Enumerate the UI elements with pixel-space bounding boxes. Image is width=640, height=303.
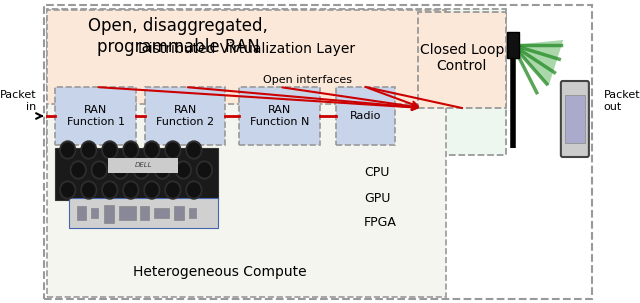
Circle shape bbox=[198, 163, 211, 177]
Circle shape bbox=[81, 181, 97, 199]
Circle shape bbox=[146, 183, 158, 197]
Circle shape bbox=[83, 183, 95, 197]
Bar bbox=[336, 87, 396, 145]
Circle shape bbox=[81, 141, 97, 159]
Text: Open, disaggregated,
programmable RAN: Open, disaggregated, programmable RAN bbox=[88, 17, 268, 56]
Text: GPU: GPU bbox=[364, 191, 390, 205]
Bar bbox=[154, 208, 170, 218]
Bar bbox=[104, 205, 114, 223]
Text: Radio: Radio bbox=[350, 111, 381, 121]
Bar bbox=[47, 104, 446, 297]
Bar bbox=[506, 32, 519, 58]
Circle shape bbox=[93, 163, 106, 177]
Bar bbox=[56, 148, 218, 200]
Text: RAN
Function 1: RAN Function 1 bbox=[67, 105, 125, 127]
Circle shape bbox=[188, 183, 200, 197]
Circle shape bbox=[156, 163, 168, 177]
Text: Packet
out: Packet out bbox=[604, 90, 640, 112]
Circle shape bbox=[102, 181, 118, 199]
Bar bbox=[47, 10, 446, 108]
Circle shape bbox=[165, 181, 180, 199]
Circle shape bbox=[186, 181, 202, 199]
Bar bbox=[140, 206, 149, 220]
Circle shape bbox=[125, 143, 137, 157]
Circle shape bbox=[102, 141, 118, 159]
Circle shape bbox=[92, 161, 107, 179]
Circle shape bbox=[83, 143, 95, 157]
Text: DELL: DELL bbox=[134, 162, 152, 168]
Text: Closed Loop
Control: Closed Loop Control bbox=[420, 43, 504, 73]
Bar bbox=[68, 198, 218, 228]
Circle shape bbox=[123, 141, 139, 159]
Bar bbox=[418, 12, 506, 108]
Text: RAN
Function 2: RAN Function 2 bbox=[156, 105, 214, 127]
Circle shape bbox=[61, 183, 74, 197]
FancyBboxPatch shape bbox=[561, 81, 589, 157]
Text: RAN
Function N: RAN Function N bbox=[250, 105, 309, 127]
Text: Packet
in: Packet in bbox=[0, 90, 36, 112]
Bar bbox=[118, 206, 136, 220]
Circle shape bbox=[72, 163, 84, 177]
Circle shape bbox=[188, 143, 200, 157]
Circle shape bbox=[186, 141, 202, 159]
Circle shape bbox=[196, 161, 212, 179]
Bar bbox=[47, 9, 506, 155]
Bar bbox=[189, 208, 196, 218]
Text: Heterogeneous Compute: Heterogeneous Compute bbox=[133, 265, 307, 279]
Text: FPGA: FPGA bbox=[364, 217, 397, 229]
Circle shape bbox=[104, 143, 116, 157]
Circle shape bbox=[146, 143, 158, 157]
Circle shape bbox=[114, 163, 127, 177]
Circle shape bbox=[123, 181, 139, 199]
Text: CPU: CPU bbox=[364, 167, 389, 179]
Polygon shape bbox=[513, 40, 563, 86]
Circle shape bbox=[134, 161, 149, 179]
Circle shape bbox=[175, 161, 191, 179]
Circle shape bbox=[167, 183, 179, 197]
Circle shape bbox=[154, 161, 170, 179]
Circle shape bbox=[70, 161, 86, 179]
Circle shape bbox=[135, 163, 147, 177]
Bar bbox=[145, 87, 225, 145]
Circle shape bbox=[144, 141, 160, 159]
Circle shape bbox=[165, 141, 180, 159]
Bar bbox=[90, 208, 97, 218]
Text: Distributed Virtualization Layer: Distributed Virtualization Layer bbox=[138, 42, 355, 56]
Text: Open interfaces: Open interfaces bbox=[263, 75, 352, 85]
Bar bbox=[565, 95, 584, 143]
Bar bbox=[108, 158, 178, 173]
Circle shape bbox=[125, 183, 137, 197]
Bar bbox=[239, 87, 320, 145]
Circle shape bbox=[104, 183, 116, 197]
Bar bbox=[56, 87, 136, 145]
Circle shape bbox=[144, 181, 160, 199]
Circle shape bbox=[60, 141, 76, 159]
Bar bbox=[77, 206, 86, 220]
Circle shape bbox=[167, 143, 179, 157]
Bar bbox=[173, 206, 184, 220]
Circle shape bbox=[177, 163, 189, 177]
Circle shape bbox=[61, 143, 74, 157]
Circle shape bbox=[113, 161, 128, 179]
Circle shape bbox=[60, 181, 76, 199]
